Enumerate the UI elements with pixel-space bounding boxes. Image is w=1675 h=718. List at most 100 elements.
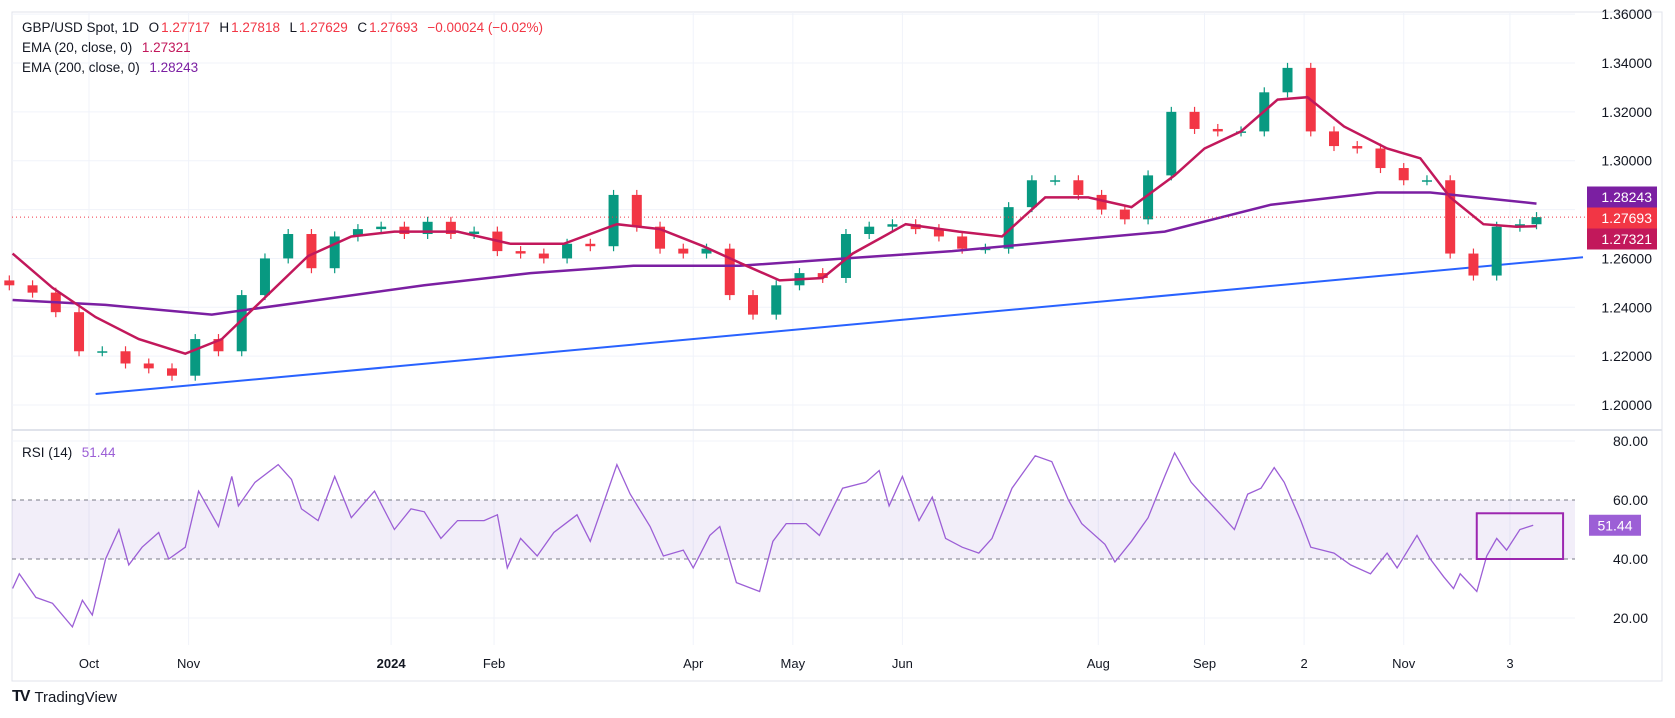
- candle-body: [329, 236, 340, 269]
- candle-body: [1468, 253, 1479, 276]
- candle-body: [655, 226, 666, 249]
- candle-body: [631, 194, 642, 227]
- candle[interactable]: [27, 280, 38, 298]
- candle[interactable]: [1119, 204, 1130, 225]
- candle-body: [1282, 67, 1293, 93]
- candle-body: [724, 248, 735, 296]
- price-tick-label: 1.34000: [1601, 55, 1652, 71]
- price-pane[interactable]: [4, 62, 1585, 396]
- candle[interactable]: [631, 189, 642, 232]
- candle[interactable]: [213, 334, 224, 357]
- candle[interactable]: [1491, 221, 1502, 281]
- candle[interactable]: [1096, 189, 1107, 215]
- candle[interactable]: [724, 243, 735, 301]
- candle[interactable]: [399, 221, 410, 240]
- candle[interactable]: [515, 246, 526, 259]
- candle[interactable]: [4, 275, 15, 291]
- rsi-tick-label: 20.00: [1613, 610, 1648, 626]
- candle-body: [4, 280, 15, 286]
- candle[interactable]: [1073, 175, 1084, 200]
- candle[interactable]: [1468, 248, 1479, 281]
- symbol-title: GBP/USD Spot, 1D: [22, 20, 140, 35]
- rsi-legend[interactable]: RSI (14) 51.44: [22, 445, 118, 460]
- candle[interactable]: [97, 346, 108, 357]
- candle[interactable]: [469, 226, 480, 240]
- candle[interactable]: [608, 189, 619, 252]
- candle[interactable]: [840, 229, 851, 283]
- candle[interactable]: [1421, 175, 1432, 186]
- candle-body: [306, 234, 317, 269]
- ema200-legend[interactable]: EMA (200, close, 0) 1.28243: [22, 60, 200, 75]
- candle[interactable]: [538, 248, 549, 264]
- candle[interactable]: [1531, 212, 1542, 230]
- ema20-line[interactable]: [11, 95, 1537, 356]
- rsi-value-label: [1589, 514, 1641, 536]
- close-price-label-text: 1.27693: [1601, 210, 1652, 226]
- candle[interactable]: [655, 221, 666, 254]
- candle[interactable]: [143, 358, 154, 374]
- rsi-pane[interactable]: [12, 440, 1575, 629]
- candle-body: [1375, 148, 1386, 169]
- rsi-tick-label: 40.00: [1613, 551, 1648, 567]
- ema200-value: 1.28243: [149, 60, 199, 75]
- candle[interactable]: [771, 280, 782, 320]
- candle[interactable]: [585, 238, 596, 252]
- open-label: O: [148, 20, 160, 35]
- candle[interactable]: [74, 307, 85, 357]
- candle-body: [1398, 168, 1409, 181]
- candle[interactable]: [1375, 143, 1386, 174]
- candle[interactable]: [120, 346, 131, 369]
- candle[interactable]: [1166, 106, 1177, 181]
- candle[interactable]: [1026, 175, 1037, 213]
- chart-frame: [11, 11, 1663, 682]
- candle-body: [1119, 209, 1130, 220]
- candle-body: [1026, 180, 1037, 208]
- time-tick-label: 3: [1506, 656, 1513, 671]
- candle[interactable]: [236, 290, 247, 357]
- candle[interactable]: [1398, 163, 1409, 186]
- candle[interactable]: [329, 231, 340, 274]
- candle-body: [236, 295, 247, 352]
- ema200-line[interactable]: [12, 191, 1537, 316]
- candle[interactable]: [817, 268, 828, 283]
- price-tick-label: 1.20000: [1601, 397, 1652, 413]
- candle[interactable]: [190, 334, 201, 381]
- candle[interactable]: [167, 363, 177, 381]
- high-label: H: [219, 20, 230, 35]
- candle[interactable]: [306, 229, 317, 274]
- rsi-line[interactable]: [12, 451, 1534, 629]
- candle[interactable]: [748, 290, 758, 320]
- candle[interactable]: [259, 253, 270, 301]
- candle[interactable]: [1050, 175, 1061, 186]
- candle[interactable]: [864, 221, 875, 240]
- candle[interactable]: [352, 224, 363, 242]
- candle[interactable]: [1143, 170, 1154, 225]
- candle-body: [74, 312, 85, 352]
- ema20-label: EMA (20, close, 0): [22, 40, 133, 55]
- candle[interactable]: [1445, 175, 1456, 259]
- candle[interactable]: [1282, 62, 1293, 98]
- candle-body: [840, 234, 851, 278]
- candle[interactable]: [422, 216, 433, 240]
- support-trendline[interactable]: [95, 256, 1584, 396]
- ema20-legend[interactable]: EMA (20, close, 0) 1.27321: [22, 40, 193, 55]
- candle-body: [1050, 180, 1061, 182]
- candle[interactable]: [887, 219, 898, 232]
- tradingview-logo[interactable]: TV TradingView: [12, 688, 117, 706]
- candle[interactable]: [445, 216, 456, 240]
- candle[interactable]: [1329, 126, 1339, 152]
- ema200-label: EMA (200, close, 0): [22, 60, 140, 75]
- rsi-annotation-box[interactable]: [1475, 512, 1565, 561]
- candle[interactable]: [283, 229, 294, 264]
- candle[interactable]: [1352, 141, 1363, 154]
- candle[interactable]: [678, 243, 689, 259]
- candle[interactable]: [701, 243, 712, 259]
- candle[interactable]: [1189, 106, 1200, 134]
- grid: [12, 12, 1575, 645]
- candle-body: [515, 251, 526, 254]
- candle[interactable]: [933, 224, 944, 242]
- candle-body: [399, 226, 410, 235]
- close-price-label: [1587, 207, 1657, 229]
- candle[interactable]: [1212, 123, 1223, 137]
